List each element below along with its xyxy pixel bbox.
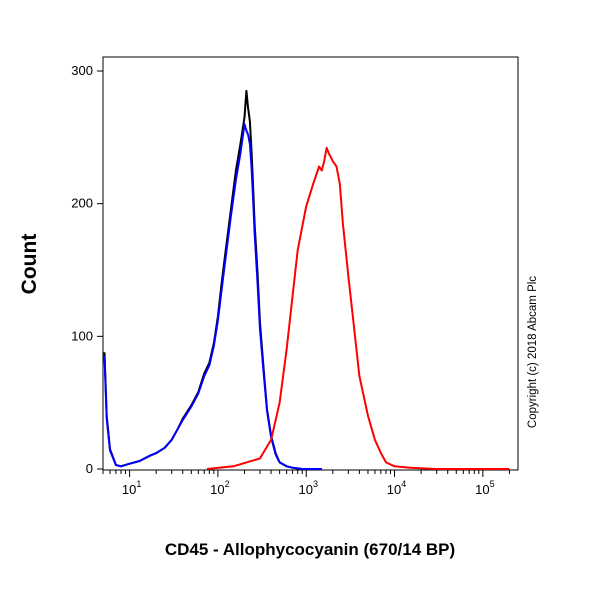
x-tick-label-exponent: 3: [313, 479, 318, 489]
x-tick-label: 103: [298, 479, 317, 497]
x-tick-label-base: 10: [475, 482, 489, 497]
y-axis-title: Count: [18, 234, 41, 295]
x-tick-label-exponent: 2: [225, 479, 230, 489]
series-line-blue: [103, 123, 322, 470]
x-tick-label-exponent: 1: [136, 479, 141, 489]
x-tick-label-exponent: 5: [490, 479, 495, 489]
x-tick-label-exponent: 4: [401, 479, 406, 489]
copyright-notice: Copyright (c) 2018 Abcam Plc: [527, 276, 539, 428]
series-line-red: [206, 146, 510, 470]
x-tick-label: 101: [122, 479, 141, 497]
x-tick-label-base: 10: [298, 482, 312, 497]
y-tick-label: 200: [71, 196, 93, 211]
y-axis-ticks: 0 100 200 300: [71, 63, 103, 476]
y-tick-label: 100: [71, 328, 93, 343]
series-layer: [103, 89, 510, 470]
y-tick-label: 300: [71, 63, 93, 78]
x-tick-label-base: 10: [387, 482, 401, 497]
plot-area-frame: [102, 56, 519, 471]
x-tick-label: 105: [475, 479, 494, 497]
series-line-black: [103, 89, 322, 470]
y-tick-label: 0: [86, 461, 93, 476]
x-tick-label: 102: [210, 479, 229, 497]
x-tick-label-base: 10: [122, 482, 136, 497]
x-axis-ticks: 101 102 103 104 105: [102, 470, 510, 497]
x-tick-label: 104: [387, 479, 406, 497]
x-axis-title: CD45 - Allophycocyanin (670/14 BP): [165, 540, 455, 559]
x-tick-label-base: 10: [210, 482, 224, 497]
